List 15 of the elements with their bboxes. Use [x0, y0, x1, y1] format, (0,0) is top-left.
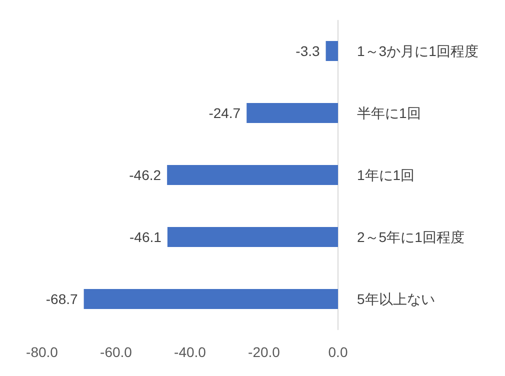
y-tick-label: 半年に1回 — [357, 105, 421, 121]
x-tick-label: -40.0 — [174, 344, 206, 360]
data-label: -46.2 — [129, 167, 162, 183]
y-tick-label: 5年以上ない — [357, 291, 435, 307]
y-tick-label: 1～3か月に1回程度 — [357, 43, 478, 59]
data-label: -24.7 — [208, 105, 241, 121]
y-tick-label: 1年に1回 — [357, 167, 415, 183]
x-tick-label: 0.0 — [328, 344, 348, 360]
x-tick-label: -80.0 — [26, 344, 58, 360]
y-tick-label: 2～5年に1回程度 — [357, 229, 464, 245]
data-label: -68.7 — [46, 291, 78, 307]
x-tick-label: -20.0 — [248, 344, 280, 360]
data-label: -3.3 — [296, 43, 320, 59]
x-tick-label: -60.0 — [100, 344, 132, 360]
data-label: -46.1 — [130, 229, 162, 245]
